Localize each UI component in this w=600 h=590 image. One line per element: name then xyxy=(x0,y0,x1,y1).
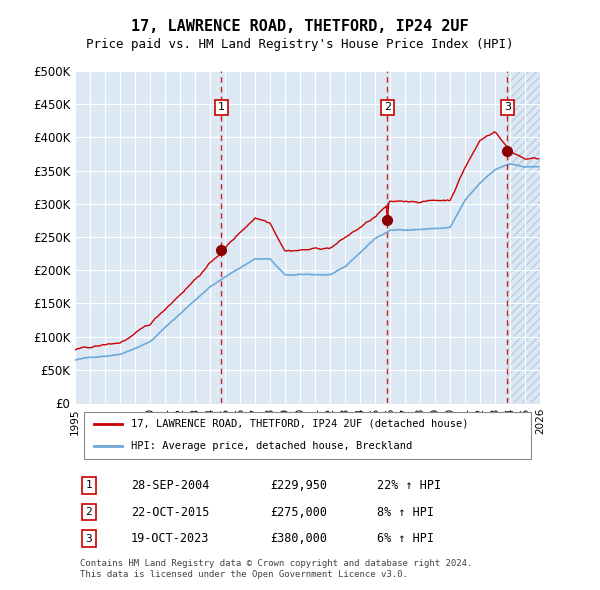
Text: 3: 3 xyxy=(86,534,92,543)
Text: 22% ↑ HPI: 22% ↑ HPI xyxy=(377,479,442,492)
Text: Contains HM Land Registry data © Crown copyright and database right 2024.
This d: Contains HM Land Registry data © Crown c… xyxy=(80,559,472,579)
Text: 28-SEP-2004: 28-SEP-2004 xyxy=(131,479,209,492)
Text: £380,000: £380,000 xyxy=(270,532,328,545)
Text: HPI: Average price, detached house, Breckland: HPI: Average price, detached house, Brec… xyxy=(131,441,412,451)
Text: Price paid vs. HM Land Registry's House Price Index (HPI): Price paid vs. HM Land Registry's House … xyxy=(86,38,514,51)
FancyBboxPatch shape xyxy=(84,412,531,459)
Text: 1: 1 xyxy=(218,102,225,112)
Text: 1: 1 xyxy=(86,480,92,490)
Text: 2: 2 xyxy=(86,507,92,517)
Text: 17, LAWRENCE ROAD, THETFORD, IP24 2UF (detached house): 17, LAWRENCE ROAD, THETFORD, IP24 2UF (d… xyxy=(131,419,469,429)
Text: 17, LAWRENCE ROAD, THETFORD, IP24 2UF: 17, LAWRENCE ROAD, THETFORD, IP24 2UF xyxy=(131,19,469,34)
Text: 2: 2 xyxy=(384,102,391,112)
Text: £275,000: £275,000 xyxy=(270,506,328,519)
Text: £229,950: £229,950 xyxy=(270,479,328,492)
Text: 6% ↑ HPI: 6% ↑ HPI xyxy=(377,532,434,545)
Text: 3: 3 xyxy=(504,102,511,112)
Text: 19-OCT-2023: 19-OCT-2023 xyxy=(131,532,209,545)
Text: 8% ↑ HPI: 8% ↑ HPI xyxy=(377,506,434,519)
Text: 22-OCT-2015: 22-OCT-2015 xyxy=(131,506,209,519)
